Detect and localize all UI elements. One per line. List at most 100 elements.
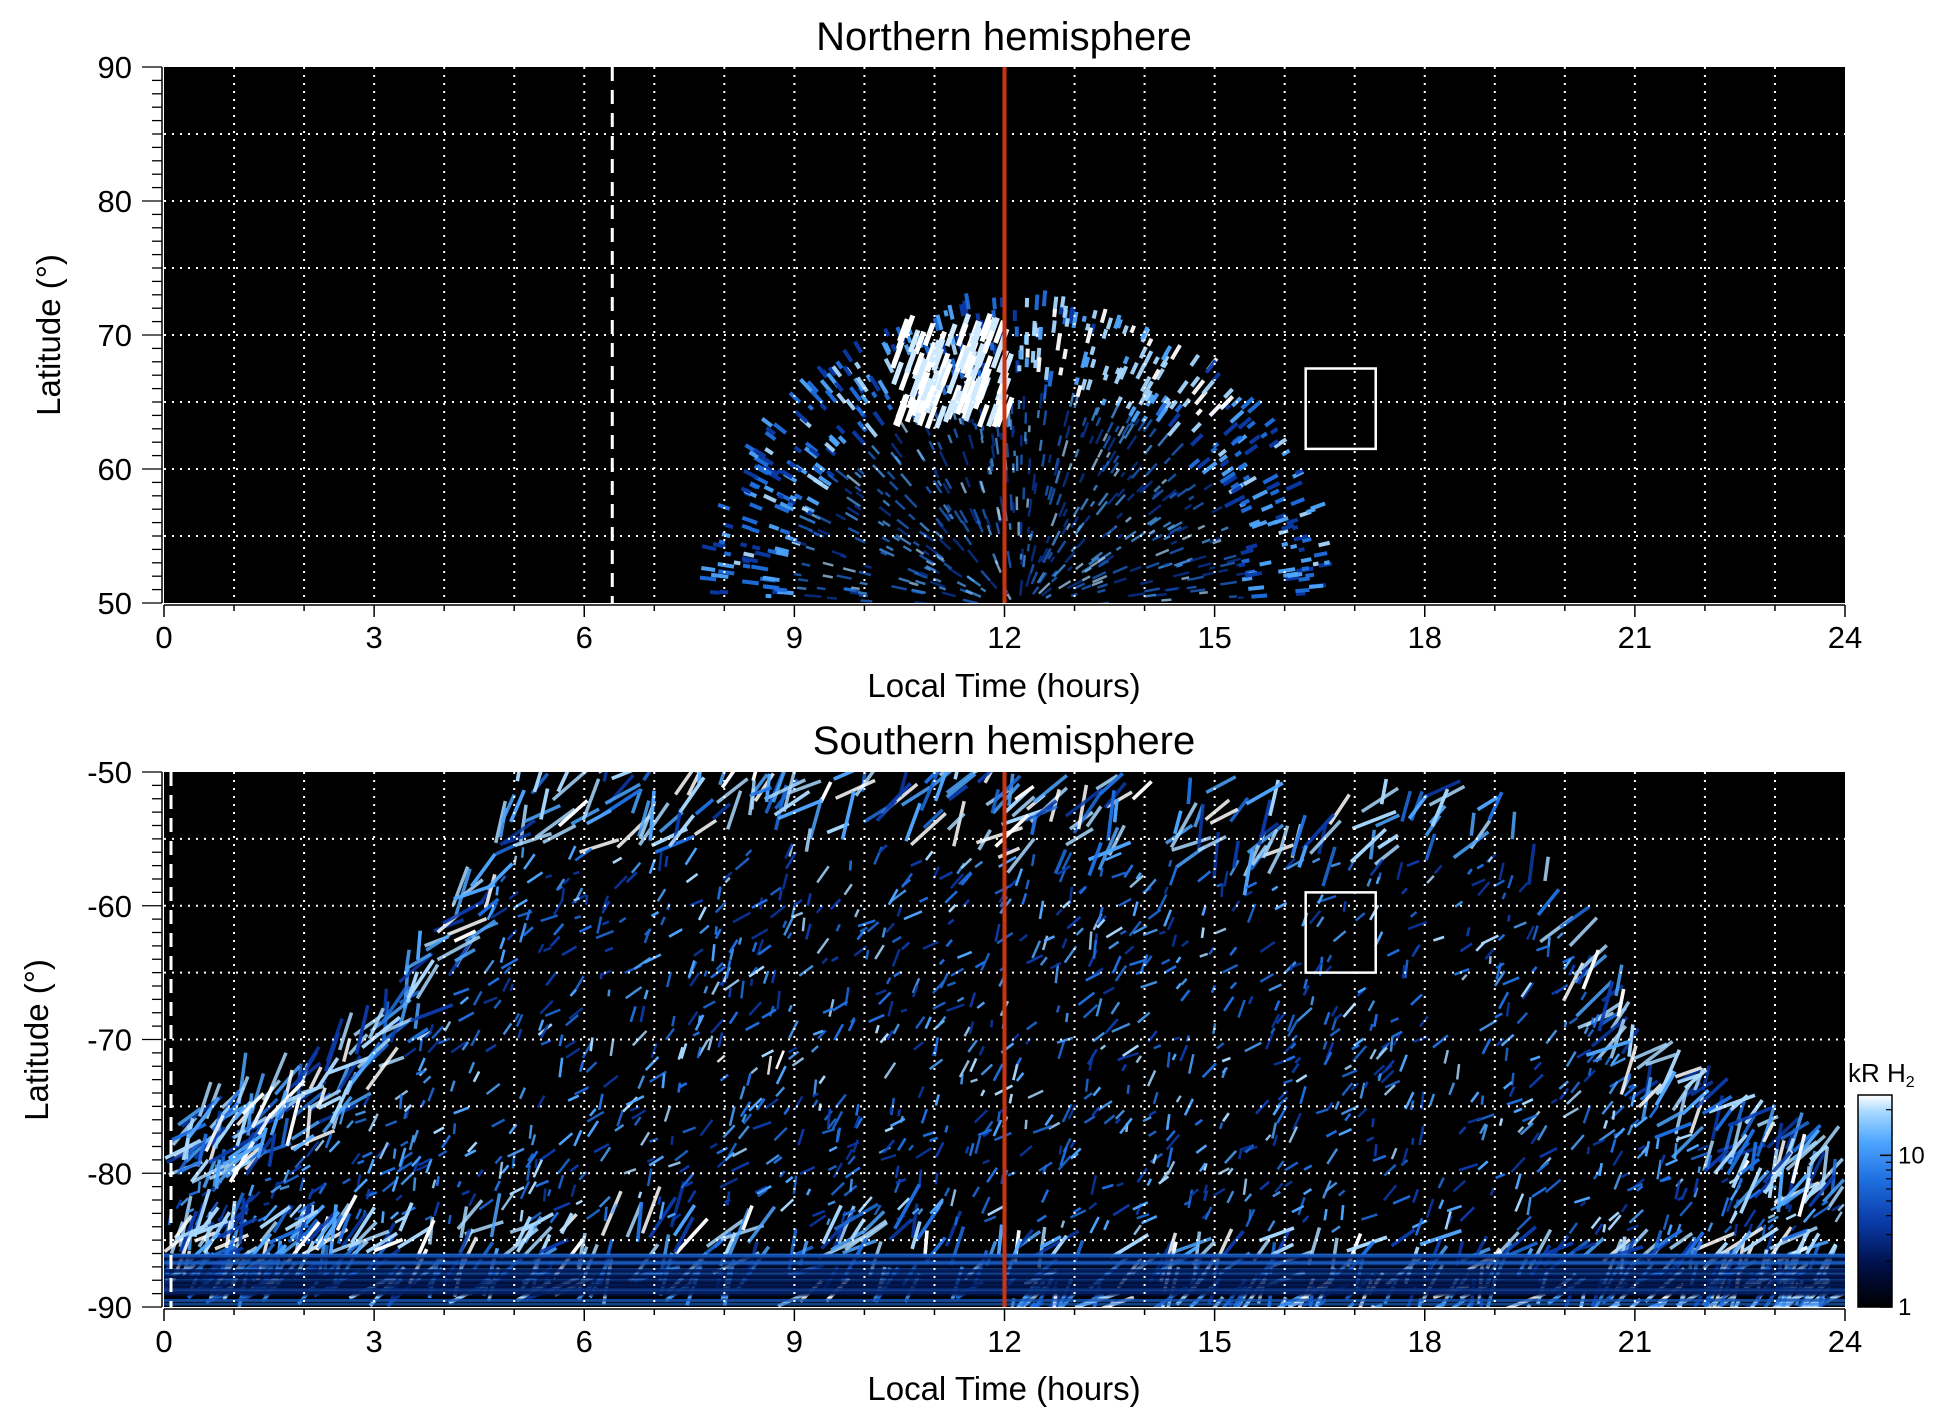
emission-streak [1083,1092,1093,1101]
emission-streak [507,1147,525,1158]
emission-streak [1272,1134,1279,1147]
emission-streak [1022,554,1027,568]
emission-streak [814,462,826,473]
emission-streak [1112,798,1119,823]
emission-streak [842,567,856,573]
emission-streak [720,772,736,789]
emission-streak [405,971,419,1003]
emission-streak [1062,518,1070,528]
emission-streak [674,1217,709,1255]
emission-streak [1587,1028,1595,1038]
emission-streak [1382,1184,1398,1202]
emission-streak [671,1015,676,1027]
emission-streak [1079,431,1085,438]
emission-streak [1545,1029,1558,1045]
emission-streak [911,589,924,595]
emission-streak [803,446,819,459]
emission-streak [974,860,984,869]
emission-streak [1255,1099,1270,1115]
emission-streak [742,563,751,569]
emission-streak [1559,1087,1569,1101]
emission-streak [938,958,945,966]
emission-streak [785,851,798,870]
emission-streak [259,1205,291,1230]
emission-streak [982,1159,991,1165]
emission-streak [1264,417,1276,428]
emission-streak [1373,1013,1378,1028]
emission-streak [778,1170,786,1178]
emission-streak [483,959,495,975]
emission-streak [1144,593,1157,598]
emission-streak [793,409,809,424]
emission-streak [598,772,603,774]
emission-streak [858,570,872,577]
emission-streak [656,888,667,902]
emission-streak [854,908,860,918]
emission-streak [336,1212,352,1245]
emission-streak [1590,1216,1602,1230]
emission-streak [1674,1180,1681,1200]
emission-streak [1124,945,1135,955]
emission-streak [369,998,412,1033]
emission-streak [1092,574,1108,584]
emission-streak [290,1120,320,1141]
emission-streak [932,317,941,332]
emission-streak [337,1012,354,1051]
emission-streak [1805,1181,1828,1199]
emission-streak [1041,935,1049,951]
emission-streak [1521,1098,1534,1106]
emission-streak [350,1206,376,1244]
emission-streak [1342,1002,1357,1018]
emission-streak [1147,908,1162,920]
emission-streak [1597,980,1615,1032]
emission-streak [1458,1163,1478,1172]
emission-streak [1407,920,1428,931]
emission-streak [1576,1048,1592,1059]
emission-streak [1128,920,1142,937]
emission-streak [1045,593,1052,599]
emission-streak [1693,1178,1699,1193]
emission-streak [868,1013,885,1023]
emission-streak [1550,1098,1558,1105]
emission-streak [1175,956,1182,964]
emission-streak [836,574,852,580]
emission-streak [1510,1072,1515,1086]
emission-streak [1190,588,1206,593]
emission-streak [994,774,1022,802]
emission-streak [1684,1068,1708,1090]
emission-streak [1090,1175,1098,1195]
emission-streak [527,1181,537,1195]
emission-streak [699,575,717,582]
emission-streak [936,1015,947,1028]
emission-streak [1036,607,1048,609]
emission-streak [958,346,971,370]
emission-streak [625,985,643,1000]
emission-streak [586,808,612,826]
emission-streak [850,586,860,591]
emission-streak [1344,1064,1353,1071]
emission-streak [915,548,925,556]
emission-streak [453,987,470,996]
emission-streak [1082,1003,1099,1019]
emission-streak [469,852,497,888]
emission-streak [1015,1072,1025,1082]
emission-streak [698,1015,702,1023]
emission-streak [956,581,967,588]
emission-streak [1679,1201,1693,1217]
emission-streak [630,861,642,874]
emission-streak [1790,1133,1807,1184]
emission-streak [768,523,780,531]
emission-streak [425,1158,433,1174]
emission-streak [817,1029,827,1040]
emission-streak [1418,1126,1425,1146]
emission-streak [830,1229,865,1252]
emission-streak [1045,535,1051,544]
emission-streak [1660,1154,1666,1165]
emission-streak [1012,1063,1019,1081]
emission-streak [415,1069,426,1076]
emission-streak [1036,409,1041,419]
emission-streak [1041,1189,1050,1204]
emission-streak [1187,1053,1195,1074]
emission-streak [528,1124,533,1139]
emission-streak [994,813,1030,848]
